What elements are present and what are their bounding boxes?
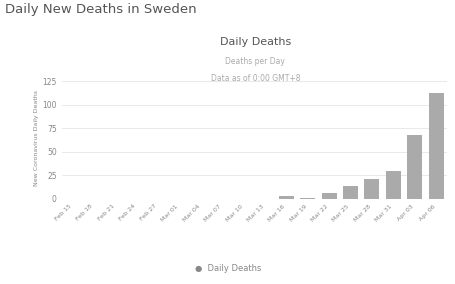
Text: Daily New Deaths in Sweden: Daily New Deaths in Sweden — [5, 3, 196, 16]
Text: ●  Daily Deaths: ● Daily Deaths — [194, 264, 261, 273]
Bar — [321, 193, 336, 199]
Bar — [428, 93, 443, 199]
Bar — [364, 179, 379, 199]
Bar — [385, 171, 400, 199]
Text: Data as of 0:00 GMT+8: Data as of 0:00 GMT+8 — [210, 74, 299, 83]
Text: Deaths per Day: Deaths per Day — [225, 57, 285, 66]
Text: Daily Deaths: Daily Deaths — [219, 37, 290, 47]
Bar — [342, 186, 357, 199]
Y-axis label: New Coronavirus Daily Deaths: New Coronavirus Daily Deaths — [34, 90, 39, 186]
Bar — [278, 196, 293, 199]
Bar — [299, 198, 314, 199]
Bar — [406, 135, 421, 199]
